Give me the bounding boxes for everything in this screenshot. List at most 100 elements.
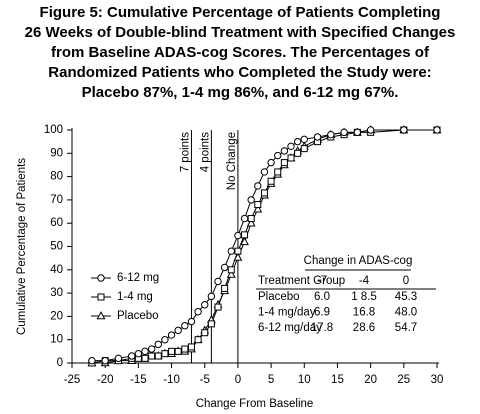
y-tick-label: 100 bbox=[44, 124, 63, 136]
point bbox=[147, 345, 156, 353]
legend-label: 6-12 mg bbox=[117, 272, 159, 284]
point bbox=[154, 340, 162, 349]
point bbox=[274, 168, 282, 176]
y-tick-label: 80 bbox=[50, 171, 63, 183]
table-cell: 17.8 bbox=[311, 322, 333, 334]
y-axis-label: Cumulative Percentage of Patients bbox=[16, 158, 28, 335]
point bbox=[154, 352, 162, 360]
x-tick-label: 25 bbox=[397, 374, 410, 386]
point bbox=[187, 343, 195, 351]
legend-marker bbox=[97, 274, 105, 282]
y-tick-label: 20 bbox=[50, 310, 63, 322]
point bbox=[353, 128, 362, 137]
point bbox=[134, 349, 143, 358]
table-cell: 6-12 mg/day bbox=[258, 322, 322, 334]
x-tick-label: 5 bbox=[268, 374, 274, 386]
point bbox=[240, 214, 249, 223]
point bbox=[260, 168, 269, 176]
table-cell: 54.7 bbox=[395, 322, 417, 334]
y-tick-label: 10 bbox=[50, 334, 63, 346]
table-header: Change in ADAS-cog bbox=[304, 255, 413, 267]
reference-label: 7 points bbox=[179, 132, 191, 173]
point bbox=[300, 145, 308, 153]
point bbox=[234, 231, 242, 240]
table-cell: Placebo bbox=[258, 291, 300, 303]
point bbox=[207, 292, 216, 301]
point bbox=[194, 308, 202, 316]
point bbox=[280, 159, 288, 167]
point bbox=[313, 133, 322, 141]
chart-title: from Baseline ADAS-cog Scores. The Perce… bbox=[51, 44, 430, 61]
y-tick-label: 60 bbox=[50, 217, 63, 229]
y-tick-label: 40 bbox=[50, 264, 63, 276]
point bbox=[340, 128, 348, 137]
point bbox=[201, 301, 209, 309]
point bbox=[194, 336, 202, 344]
x-tick-label: 15 bbox=[331, 374, 344, 386]
x-tick-label: 30 bbox=[431, 374, 444, 386]
point bbox=[168, 347, 176, 355]
point bbox=[247, 215, 255, 223]
point bbox=[274, 151, 282, 160]
point bbox=[433, 126, 441, 134]
point bbox=[201, 329, 209, 337]
reference-label: 4 points bbox=[199, 132, 211, 173]
table-column-header: Treatment Group bbox=[258, 275, 345, 287]
point bbox=[240, 236, 249, 246]
y-tick-label: 0 bbox=[57, 357, 63, 369]
reference-label: No Change bbox=[226, 132, 238, 190]
point bbox=[227, 266, 235, 274]
table-cell: 48.0 bbox=[395, 307, 417, 319]
point bbox=[234, 247, 242, 255]
table-column-header: -7 bbox=[317, 275, 327, 287]
point bbox=[214, 303, 222, 311]
point bbox=[366, 126, 375, 134]
x-tick-label: -20 bbox=[97, 374, 114, 386]
point bbox=[327, 130, 335, 139]
point bbox=[220, 263, 229, 272]
legend-marker bbox=[96, 311, 106, 320]
y-tick-label: 90 bbox=[50, 147, 63, 159]
point bbox=[260, 189, 268, 197]
table-background bbox=[256, 250, 436, 340]
chart-title: Placebo 87%, 1-4 mg 86%, and 6-12 mg 67%… bbox=[82, 84, 399, 101]
point bbox=[101, 356, 109, 365]
table-cell: 28.6 bbox=[353, 322, 375, 334]
point bbox=[400, 126, 408, 134]
table-column-header: -4 bbox=[359, 275, 370, 287]
x-tick-label: 10 bbox=[298, 374, 311, 386]
point bbox=[221, 284, 229, 292]
point bbox=[187, 317, 196, 326]
point bbox=[181, 345, 189, 353]
table-cell: 6.0 bbox=[314, 291, 330, 303]
point bbox=[294, 149, 302, 157]
y-tick-label: 70 bbox=[50, 194, 63, 206]
point bbox=[114, 354, 123, 363]
point bbox=[88, 356, 96, 365]
x-tick-label: -10 bbox=[163, 374, 180, 386]
table-column-header: 0 bbox=[403, 275, 409, 287]
chart-title: Figure 5: Cumulative Percentage of Patie… bbox=[40, 4, 441, 21]
legend-label: 1-4 mg bbox=[117, 291, 153, 303]
point bbox=[161, 350, 169, 358]
point bbox=[174, 326, 182, 335]
point bbox=[253, 204, 263, 213]
y-tick-label: 50 bbox=[50, 241, 63, 253]
point bbox=[293, 137, 302, 146]
table-cell: 6.9 bbox=[314, 307, 330, 319]
x-tick-label: -15 bbox=[130, 374, 147, 386]
point bbox=[267, 177, 275, 185]
x-tick-label: -25 bbox=[64, 374, 81, 386]
chart-title: Randomized Patients who Completed the St… bbox=[48, 64, 431, 81]
point bbox=[226, 269, 236, 278]
x-tick-label: 0 bbox=[235, 374, 241, 386]
point bbox=[267, 158, 275, 167]
point bbox=[181, 322, 189, 330]
x-tick-label: 20 bbox=[364, 374, 377, 386]
point bbox=[227, 247, 235, 255]
table-cell: 16.8 bbox=[353, 307, 375, 319]
point bbox=[287, 142, 295, 151]
table-cell: 1 8.5 bbox=[351, 291, 377, 303]
x-tick-label: -5 bbox=[200, 374, 210, 386]
